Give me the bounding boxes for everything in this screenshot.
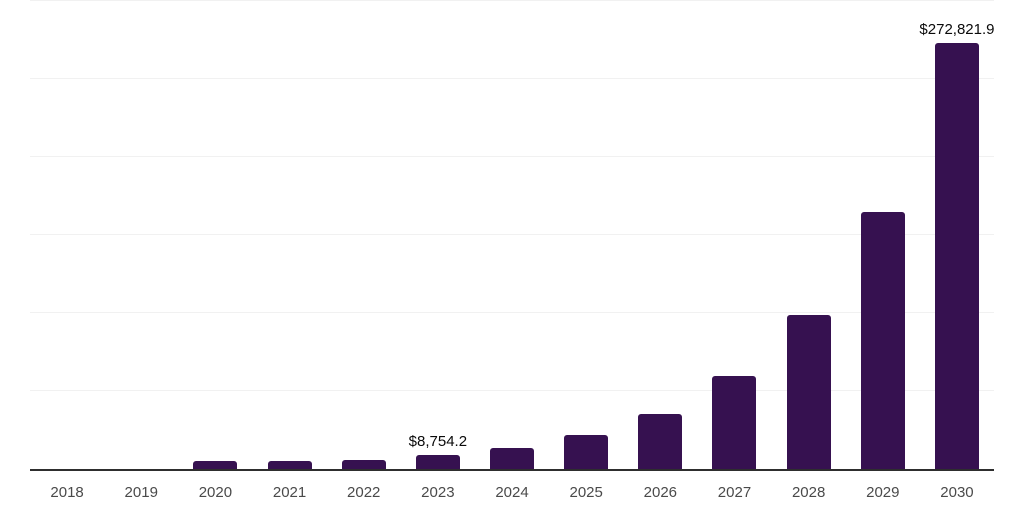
bar-slot-2026 [623,1,697,469]
x-tick-label-2026: 2026 [643,484,678,501]
bar-slot-2024 [475,1,549,469]
x-tick-label-2028: 2028 [791,484,826,501]
bar-2022 [341,460,386,469]
bar-slot-2020 [178,1,252,469]
gridline [30,156,994,157]
bar-2024 [490,448,535,469]
gridline [30,0,994,1]
bar-slot-2021 [252,1,326,469]
gridline [30,234,994,235]
bar-2027 [712,375,757,469]
plot-area: $8,754.2 $272,821.9 [30,0,994,469]
bar-2030 [934,43,979,469]
bar-slot-2022 [327,1,401,469]
bar-slot-2019 [104,1,178,469]
gridline [30,78,994,79]
bar-slot-2018 [30,1,104,469]
x-tick-label-2025: 2025 [569,484,603,501]
x-tick-label-2019: 2019 [124,484,158,501]
x-tick-label-2027: 2027 [717,484,752,501]
bar-2023 [415,455,460,469]
bar-slot-2030: $272,821.9 [919,1,995,469]
bar-slot-2025 [549,1,623,469]
bar-2025 [564,435,609,469]
bar-value-label-2030: $272,821.9 [919,21,995,39]
x-tick-label-2030: 2030 [940,484,974,501]
bar-2021 [267,461,312,469]
bar-2020 [193,461,238,469]
x-tick-label-2020: 2020 [198,484,233,501]
x-axis-tick-labels: 2018 2019 2020 2021 2022 2023 2024 2025 2026 2027… [30,484,994,502]
bar-slot-2027 [697,1,771,469]
bar-2026 [638,413,683,469]
x-tick-label-2022: 2022 [347,484,381,501]
gridline [30,390,994,391]
bar-slot-2028 [772,1,846,469]
bar-value-label-2023: $8,754.2 [408,433,468,451]
bar-2028 [786,314,831,469]
bar-slot-2029 [846,1,920,469]
x-tick-label-2018: 2018 [50,484,84,501]
x-tick-label-2023: 2023 [421,484,455,501]
x-axis-line [30,469,994,471]
gridline [30,312,994,313]
x-tick-label-2029: 2029 [866,484,900,501]
bar-slot-2023: $8,754.2 [401,1,475,469]
bar-slots: $8,754.2 $272,821.9 [30,1,994,469]
x-tick-label-2021: 2021 [272,484,307,501]
bar-2029 [860,211,905,469]
x-tick-label-2024: 2024 [495,484,529,501]
